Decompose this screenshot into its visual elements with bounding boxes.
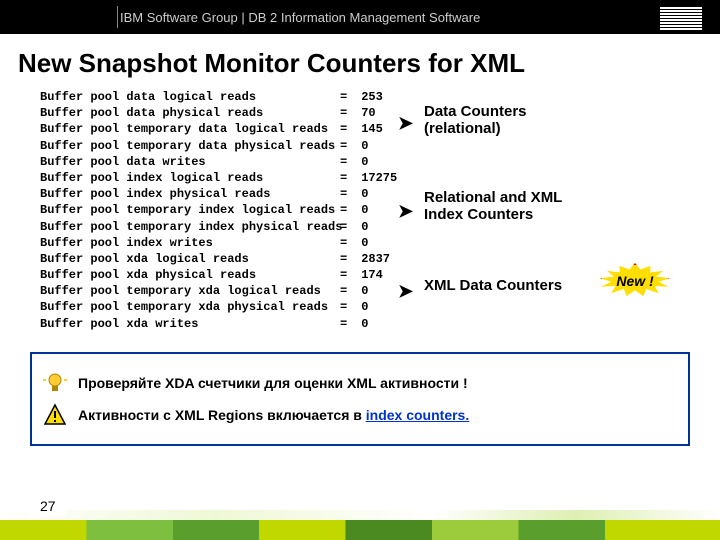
equals-sign: = <box>340 316 354 332</box>
footer: 27 <box>0 498 720 540</box>
counter-row: Buffer pool temporary xda physical reads… <box>40 299 702 315</box>
equals-sign: = <box>340 267 354 283</box>
arrow-icon: ➤ <box>398 113 413 134</box>
counter-label: Buffer pool data writes <box>40 154 340 170</box>
counter-label: Buffer pool temporary xda physical reads <box>40 299 340 315</box>
equals-sign: = <box>340 235 354 251</box>
counter-label: Buffer pool index logical reads <box>40 170 340 186</box>
counter-label: Buffer pool index physical reads <box>40 186 340 202</box>
annotation-data-counters: Data Counters (relational) <box>424 103 527 137</box>
counter-list: Buffer pool data logical reads= 253Buffe… <box>40 89 702 332</box>
counter-row: Buffer pool xda logical reads= 2837 <box>40 251 702 267</box>
counter-row: Buffer pool temporary index physical rea… <box>40 219 702 235</box>
footer-stripe <box>0 520 720 540</box>
annotation-line: (relational) <box>424 120 527 137</box>
counter-label: Buffer pool data logical reads <box>40 89 340 105</box>
starburst-label: New ! <box>616 273 653 289</box>
annotation-xml-counters: XML Data Counters <box>424 277 562 294</box>
counter-value: 0 <box>354 299 368 315</box>
counter-value: 0 <box>354 235 368 251</box>
counter-value: 253 <box>354 89 383 105</box>
counter-label: Buffer pool temporary data physical read… <box>40 138 340 154</box>
counter-value: 0 <box>354 316 368 332</box>
counter-row: Buffer pool temporary data logical reads… <box>40 121 702 137</box>
annotation-line: Relational and XML <box>424 189 562 206</box>
tip-text: Проверяйте XDA счетчики для оценки XML а… <box>78 375 468 391</box>
tip-row: Проверяйте XDA счетчики для оценки XML а… <box>42 370 678 396</box>
footer-highlight <box>0 510 720 520</box>
tips-box: Проверяйте XDA счетчики для оценки XML а… <box>30 352 690 446</box>
counter-value: 0 <box>354 202 368 218</box>
warning-icon <box>42 402 68 428</box>
counter-label: Buffer pool temporary data logical reads <box>40 121 340 137</box>
counter-label: Buffer pool xda logical reads <box>40 251 340 267</box>
equals-sign: = <box>340 89 354 105</box>
counter-value: 2837 <box>354 251 390 267</box>
equals-sign: = <box>340 251 354 267</box>
counter-row: Buffer pool index physical reads= 0 <box>40 186 702 202</box>
counter-row: Buffer pool data physical reads= 70 <box>40 105 702 121</box>
equals-sign: = <box>340 105 354 121</box>
page-number: 27 <box>30 496 66 516</box>
tip-text-prefix: Активности с XML Regions включается в <box>78 407 366 423</box>
annotation-line: Index Counters <box>424 206 562 223</box>
counter-row: Buffer pool xda physical reads= 174 <box>40 267 702 283</box>
counter-value: 0 <box>354 219 368 235</box>
counter-value: 70 <box>354 105 376 121</box>
tip-link[interactable]: index counters. <box>366 407 469 423</box>
header-bar: IBM Software Group | DB 2 Information Ma… <box>0 0 720 34</box>
ibm-logo <box>660 7 702 36</box>
counter-label: Buffer pool temporary index logical read… <box>40 202 340 218</box>
counter-row: Buffer pool temporary xda logical reads=… <box>40 283 702 299</box>
annotation-index-counters: Relational and XML Index Counters <box>424 189 562 223</box>
counter-row: Buffer pool temporary index logical read… <box>40 202 702 218</box>
equals-sign: = <box>340 283 354 299</box>
counter-row: Buffer pool data writes= 0 <box>40 154 702 170</box>
lightbulb-icon <box>42 370 68 396</box>
page-title: New Snapshot Monitor Counters for XML <box>0 34 720 89</box>
counter-label: Buffer pool xda writes <box>40 316 340 332</box>
arrow-icon: ➤ <box>398 281 413 302</box>
equals-sign: = <box>340 219 354 235</box>
counter-label: Buffer pool temporary index physical rea… <box>40 219 340 235</box>
counter-row: Buffer pool index writes= 0 <box>40 235 702 251</box>
counter-label: Buffer pool data physical reads <box>40 105 340 121</box>
counter-row: Buffer pool xda writes= 0 <box>40 316 702 332</box>
counter-row: Buffer pool index logical reads= 17275 <box>40 170 702 186</box>
content-area: Buffer pool data logical reads= 253Buffe… <box>0 89 720 332</box>
counter-row: Buffer pool temporary data physical read… <box>40 138 702 154</box>
tip-text: Активности с XML Regions включается в in… <box>78 407 469 423</box>
counter-label: Buffer pool xda physical reads <box>40 267 340 283</box>
counter-value: 145 <box>354 121 383 137</box>
equals-sign: = <box>340 138 354 154</box>
counter-value: 0 <box>354 154 368 170</box>
equals-sign: = <box>340 186 354 202</box>
annotation-line: Data Counters <box>424 103 527 120</box>
counter-value: 0 <box>354 138 368 154</box>
tip-row: Активности с XML Regions включается в in… <box>42 402 678 428</box>
equals-sign: = <box>340 170 354 186</box>
equals-sign: = <box>340 154 354 170</box>
counter-value: 174 <box>354 267 383 283</box>
counter-value: 0 <box>354 186 368 202</box>
equals-sign: = <box>340 299 354 315</box>
equals-sign: = <box>340 121 354 137</box>
header-text: IBM Software Group | DB 2 Information Ma… <box>120 10 480 25</box>
counter-row: Buffer pool data logical reads= 253 <box>40 89 702 105</box>
equals-sign: = <box>340 202 354 218</box>
arrow-icon: ➤ <box>398 201 413 222</box>
counter-label: Buffer pool index writes <box>40 235 340 251</box>
header-divider <box>117 6 118 28</box>
counter-label: Buffer pool temporary xda logical reads <box>40 283 340 299</box>
counter-value: 0 <box>354 283 368 299</box>
counter-value: 17275 <box>354 170 397 186</box>
ibm-logo-bars <box>660 7 702 31</box>
